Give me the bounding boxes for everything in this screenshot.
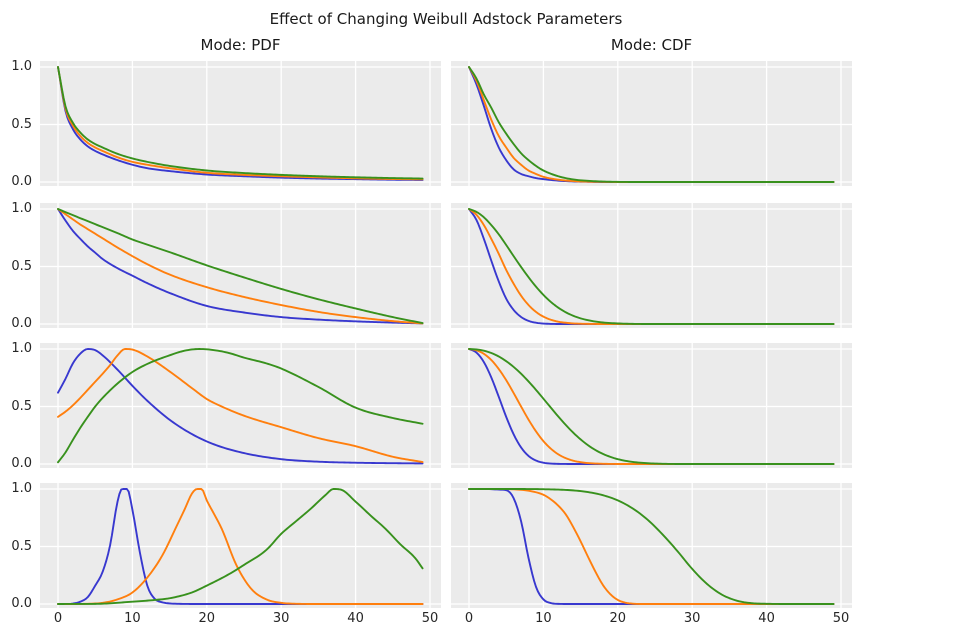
x-tick-label: 40 xyxy=(347,611,364,626)
x-tick-label: 40 xyxy=(758,611,775,626)
plot-canvas-cdf-row-2 xyxy=(451,203,852,328)
x-tick-label: 0 xyxy=(53,611,63,626)
curve-green-pdf-row-1 xyxy=(57,66,424,180)
y-tick-label: 0.5 xyxy=(11,398,32,414)
x-tick-label: 30 xyxy=(272,611,290,626)
y-tick-label: 1.0 xyxy=(11,201,32,216)
plot-canvas-pdf-row-1 xyxy=(40,61,441,186)
curve-green-pdf-row-4 xyxy=(57,488,424,605)
subplot-pdf-row-2 xyxy=(40,203,441,328)
plot-canvas-pdf-row-2 xyxy=(40,203,441,328)
y-tick-label: 0.0 xyxy=(11,173,32,189)
gridlines xyxy=(451,343,852,468)
curve-green-cdf-row-1 xyxy=(468,66,835,183)
gridlines xyxy=(40,343,441,468)
y-tick-label: 1.0 xyxy=(11,341,32,356)
gridlines xyxy=(40,483,441,608)
curve-green-cdf-row-2 xyxy=(468,208,835,325)
y-tick-label: 0.5 xyxy=(11,258,32,274)
curve-blue-pdf-row-2 xyxy=(57,208,424,325)
y-tick-label: 0.5 xyxy=(11,538,32,554)
y-tick-label: 0.0 xyxy=(11,315,32,331)
subplot-pdf-row-1 xyxy=(40,61,441,186)
curve-orange-pdf-row-3 xyxy=(57,348,424,463)
gridlines xyxy=(40,61,441,186)
curve-orange-pdf-row-4 xyxy=(57,488,424,605)
subplot-cdf-row-3 xyxy=(451,343,852,468)
curve-green-cdf-row-3 xyxy=(468,348,835,465)
subplot-pdf-row-3 xyxy=(40,343,441,468)
curve-green-cdf-row-4 xyxy=(468,488,835,605)
x-tick-label: 0 xyxy=(464,611,474,626)
subplot-cdf-row-1 xyxy=(451,61,852,186)
x-tick-label: 10 xyxy=(124,611,141,626)
plot-canvas-cdf-row-4 xyxy=(451,483,852,608)
curve-blue-pdf-row-1 xyxy=(57,66,424,181)
x-tick-label: 20 xyxy=(198,611,216,626)
y-tick-label: 0.0 xyxy=(11,595,32,611)
subplot-cdf-row-4 xyxy=(451,483,852,608)
column-title-pdf: Mode: PDF xyxy=(200,36,281,54)
curve-green-pdf-row-2 xyxy=(57,208,424,325)
subplot-pdf-row-4 xyxy=(40,483,441,608)
gridlines xyxy=(40,203,441,328)
plot-canvas-cdf-row-3 xyxy=(451,343,852,468)
x-tick-label: 30 xyxy=(683,611,701,626)
subplot-cdf-row-2 xyxy=(451,203,852,328)
curve-orange-pdf-row-1 xyxy=(57,66,424,181)
x-tick-label: 50 xyxy=(832,611,850,626)
plot-canvas-cdf-row-1 xyxy=(451,61,852,186)
y-tick-label: 0.5 xyxy=(11,116,32,132)
curve-green-pdf-row-3 xyxy=(57,348,424,464)
x-tick-label: 20 xyxy=(609,611,627,626)
x-tick-label: 50 xyxy=(421,611,439,626)
gridlines xyxy=(451,483,852,608)
y-tick-label: 0.0 xyxy=(11,455,32,471)
curve-orange-pdf-row-2 xyxy=(57,208,424,325)
figure-title: Effect of Changing Weibull Adstock Param… xyxy=(269,10,623,28)
gridlines xyxy=(451,203,852,328)
y-tick-label: 1.0 xyxy=(11,481,32,496)
x-tick-label: 10 xyxy=(535,611,552,626)
plot-canvas-pdf-row-3 xyxy=(40,343,441,468)
curve-blue-pdf-row-3 xyxy=(57,348,424,465)
y-tick-label: 1.0 xyxy=(11,59,32,74)
plot-canvas-pdf-row-4 xyxy=(40,483,441,608)
column-title-cdf: Mode: CDF xyxy=(610,36,693,54)
